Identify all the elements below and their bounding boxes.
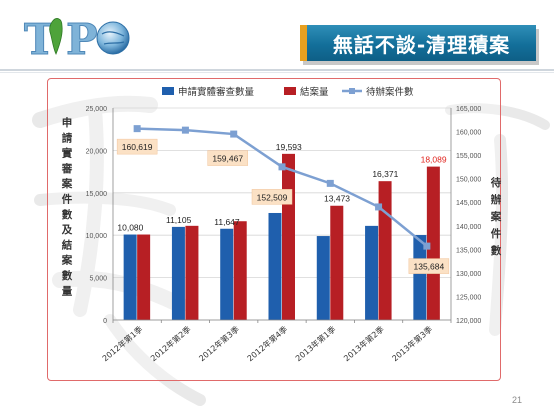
- pending-marker: [423, 242, 431, 250]
- legend-label-applications: 申請實體審查數量: [178, 86, 255, 98]
- bar-closed: [426, 166, 440, 320]
- pending-marker: [326, 179, 334, 187]
- category-label: 2013年第3季: [390, 324, 434, 363]
- label-closed: 16,371: [372, 169, 398, 179]
- left-tick-label: 5,000: [89, 276, 107, 283]
- right-axis-title-char: 辦: [491, 193, 502, 206]
- pending-line: [133, 125, 431, 250]
- legend-swatch-applications: [162, 87, 174, 95]
- right-tick-label: 155,000: [456, 153, 481, 160]
- left-tick-label: 25,000: [86, 106, 108, 113]
- left-axis-title-char: 案: [61, 254, 73, 267]
- legend-label-closed: 結案量: [300, 86, 329, 98]
- page-number: 21: [511, 395, 522, 405]
- left-axis-title-char: 件: [62, 193, 73, 206]
- right-tick-label: 145,000: [456, 200, 481, 207]
- right-axis-title-char: 數: [491, 244, 502, 257]
- bar-closed: [137, 234, 151, 320]
- category-label: 2013年第1季: [293, 324, 337, 363]
- right-tick-label: 125,000: [456, 294, 481, 301]
- bar-applications: [413, 235, 427, 320]
- label-closed: 13,473: [324, 194, 350, 204]
- bar-closed: [282, 153, 295, 320]
- legend-marker-pending: [349, 88, 355, 94]
- right-axis-title-char: 待: [491, 176, 502, 189]
- svg-text:P: P: [66, 15, 98, 64]
- pending-label-box: [408, 258, 450, 274]
- right-tick-label: 120,000: [456, 318, 481, 325]
- bar-applications: [316, 236, 330, 320]
- left-axis-title-char: 案: [61, 177, 73, 190]
- label-closed: 18,089: [421, 155, 447, 165]
- pending-label-box: [207, 150, 248, 166]
- pending-marker: [230, 130, 238, 138]
- header-rule: [0, 69, 554, 71]
- left-axis-title-char: 及: [62, 224, 73, 236]
- svg-text:T: T: [24, 15, 55, 64]
- left-axis-title-char: 量: [62, 284, 73, 297]
- left-axis-title-char: 申: [62, 116, 73, 129]
- pending-marker: [133, 125, 141, 133]
- label-closed: 19,593: [276, 142, 302, 152]
- pending-marker: [375, 203, 383, 211]
- bar-applications: [365, 225, 379, 320]
- right-tick-label: 150,000: [456, 177, 481, 184]
- pending-label: 152,509: [257, 192, 288, 202]
- right-tick-label: 130,000: [456, 271, 481, 278]
- bar-closed: [185, 225, 199, 320]
- category-label: 2012年第2季: [148, 324, 192, 363]
- right-tick-label: 135,000: [456, 247, 481, 254]
- pending-label: 135,684: [413, 262, 444, 272]
- slide-title: 無話不談-清理積案: [300, 25, 536, 61]
- bar-applications: [220, 228, 234, 320]
- left-axis-title-char: 數: [62, 208, 73, 221]
- left-axis-title-char: 數: [62, 269, 73, 282]
- bar-applications: [123, 234, 137, 320]
- pending-label-box: [116, 138, 158, 155]
- left-axis-title-char: 結: [62, 238, 73, 251]
- right-axis-title-char: 案: [490, 210, 502, 223]
- right-tick-label: 140,000: [456, 224, 481, 231]
- pending-label: 159,467: [212, 154, 243, 164]
- left-axis-title-char: 審: [61, 162, 73, 175]
- bar-closed: [233, 221, 247, 320]
- bars: [123, 153, 440, 320]
- tipo-logo: T P: [24, 15, 130, 64]
- bar-closed: [378, 181, 392, 320]
- header-rule-thin: [0, 72, 554, 73]
- label-applications: 11,647: [214, 217, 240, 227]
- left-tick-label: 10,000: [86, 233, 108, 240]
- legend-swatch-closed: [284, 87, 296, 95]
- right-axis-title-char: 件: [491, 227, 502, 240]
- bar-applications: [171, 226, 185, 320]
- data-labels: 10,080 11,105 11,647 19,593 13,473 16,371 18,0…: [116, 138, 450, 274]
- left-axis-title-char: 實: [62, 147, 73, 160]
- label-applications: 11,105: [166, 215, 192, 225]
- bar-applications: [268, 212, 282, 320]
- left-tick-label: 15,000: [86, 191, 108, 198]
- category-label: 2012年第4季: [245, 324, 289, 363]
- label-applications: 10,080: [117, 223, 143, 233]
- right-tick-label: 160,000: [456, 130, 481, 137]
- category-label: 2012年第3季: [197, 324, 241, 363]
- right-tick-label: 165,000: [456, 106, 481, 113]
- left-tick-label: 20,000: [86, 148, 108, 155]
- category-label: 2012年第1季: [100, 324, 144, 363]
- pending-label: 160,619: [122, 142, 153, 152]
- left-axis-title-char: 請: [62, 131, 73, 144]
- legend-label-pending: 待辦案件數: [366, 86, 414, 98]
- pending-label-box: [251, 189, 293, 205]
- pending-marker: [278, 163, 286, 171]
- pending-marker: [181, 126, 189, 134]
- bar-closed: [330, 205, 344, 320]
- legend: 申請實體審查數量 結案量 待辦案件數: [162, 86, 414, 98]
- left-tick-label: 0: [103, 318, 107, 325]
- category-label: 2013年第2季: [342, 324, 386, 363]
